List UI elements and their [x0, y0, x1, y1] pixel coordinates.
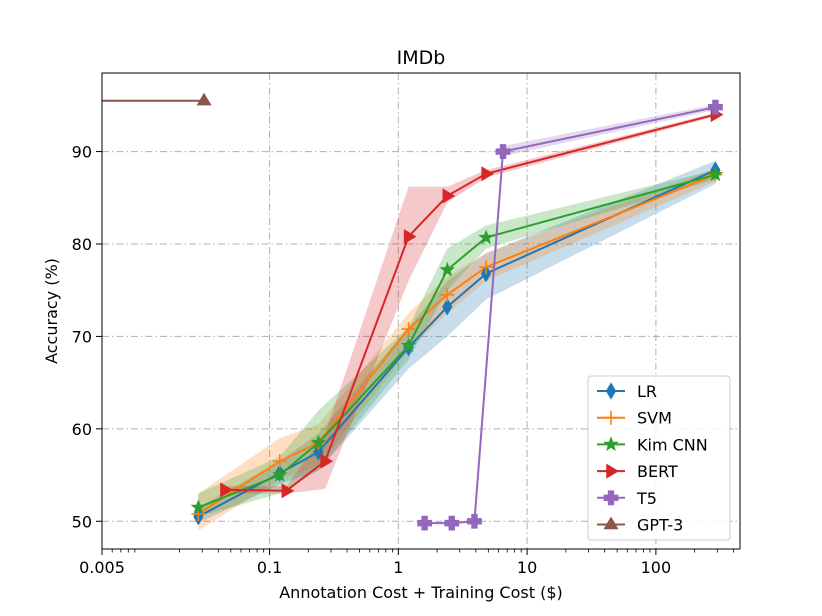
- lr-point: [442, 298, 453, 316]
- y-tick-label: 80: [72, 235, 92, 254]
- legend-t5-label: T5: [636, 489, 657, 508]
- legend: LR SVM Kim CNN BERT T5 GPT-3: [587, 375, 731, 541]
- legend-svm-label: SVM: [637, 409, 672, 428]
- bert-point: [281, 483, 295, 499]
- t5-point: [467, 513, 482, 529]
- legend-kim-cnn-label: Kim CNN: [637, 435, 708, 454]
- kim-cnn-point: [400, 337, 417, 353]
- svm-point: [479, 260, 494, 275]
- svm-point: [440, 287, 455, 302]
- bert-point: [481, 166, 495, 182]
- legend-lr-label: LR: [637, 382, 657, 401]
- kim-cnn-point: [310, 434, 327, 450]
- legend-svm-marker: [604, 410, 618, 425]
- bert-point: [220, 482, 233, 498]
- bert-point: [320, 453, 334, 469]
- y-tick-label: 50: [72, 512, 92, 531]
- legend-bert-label: BERT: [637, 462, 678, 481]
- svm-point: [272, 454, 287, 469]
- t5-point: [417, 515, 433, 531]
- t5-point: [708, 99, 723, 115]
- series-markers: [190, 92, 724, 531]
- svm-point: [401, 322, 416, 337]
- kim-cnn-point: [478, 229, 494, 245]
- x-tick-label: 100: [641, 558, 672, 577]
- t5-point: [444, 515, 460, 531]
- x-axis-label: Annotation Cost + Training Cost ($): [279, 583, 563, 602]
- y-tick-label: 90: [72, 143, 92, 162]
- bert-point: [442, 188, 456, 204]
- plot-frame: [101, 72, 741, 550]
- y-axis-label: Accuracy (%): [42, 258, 61, 364]
- x-tick-label: 0.005: [79, 558, 125, 577]
- kim-cnn-point: [190, 499, 207, 514]
- legend-kim-cnn-marker: [603, 436, 619, 451]
- y-tick-label: 60: [72, 420, 92, 439]
- x-tick-label: 0.1: [257, 558, 282, 577]
- x-tick-label: 1: [393, 558, 403, 577]
- legend-gpt-3-marker: [603, 516, 619, 530]
- t5-point: [495, 144, 511, 159]
- gpt-3-point: [196, 92, 212, 106]
- x-tick-label: 10: [517, 558, 537, 577]
- kim-cnn-point: [271, 466, 288, 482]
- legend-lr-marker: [605, 382, 617, 400]
- legend-bert-marker: [606, 463, 619, 479]
- kim-cnn-point: [439, 261, 456, 277]
- kim-cnn-point: [707, 166, 724, 182]
- y-tick-label: 70: [72, 327, 92, 346]
- bert-point: [403, 229, 417, 245]
- chart-title: IMDb: [397, 47, 446, 69]
- legend-gpt-3-label: GPT-3: [637, 516, 683, 535]
- axis-ticks: 0.005 0.1 1 10 100 50 60 70 80 90: [72, 143, 734, 577]
- legend-t5-marker: [603, 490, 619, 506]
